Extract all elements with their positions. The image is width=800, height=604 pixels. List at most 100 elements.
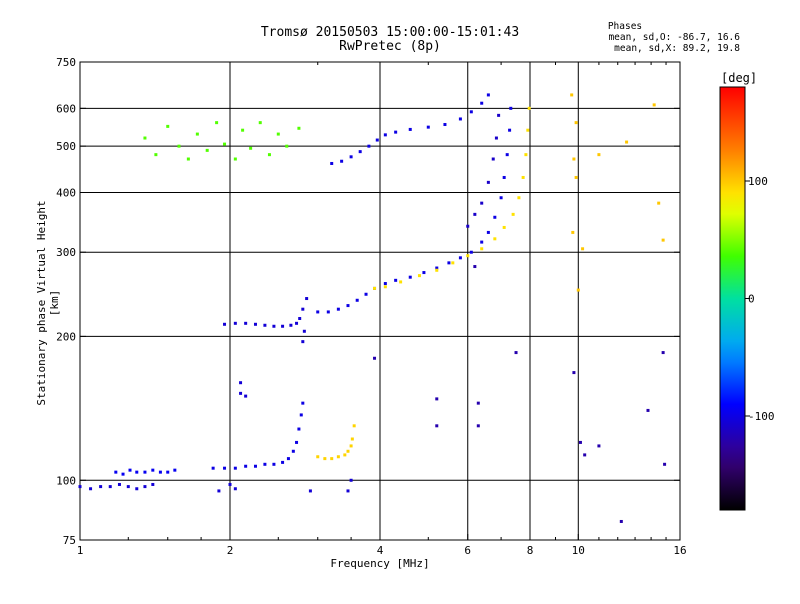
data-point <box>394 130 398 134</box>
data-point <box>526 128 530 132</box>
data-point <box>476 424 480 428</box>
data-point <box>578 440 582 444</box>
data-point <box>480 240 484 244</box>
data-point <box>281 324 285 328</box>
data-point <box>340 159 344 163</box>
data-point <box>486 93 490 97</box>
chart-title: Tromsø 20150503 15:00:00-15:01:43 <box>260 25 520 40</box>
data-point <box>258 121 262 125</box>
data-point <box>597 153 601 157</box>
data-point <box>527 106 531 110</box>
y-tick-label: 300 <box>56 246 76 259</box>
data-point <box>447 261 451 265</box>
data-point <box>435 268 439 272</box>
data-point <box>408 275 412 279</box>
data-point <box>151 468 155 472</box>
data-point <box>128 468 132 472</box>
data-point <box>511 212 515 216</box>
data-point <box>233 321 237 325</box>
data-point <box>514 351 518 355</box>
data-point <box>572 157 576 161</box>
data-point <box>574 121 578 125</box>
data-point <box>143 136 147 140</box>
data-point <box>480 247 484 251</box>
data-point <box>524 153 528 157</box>
x-tick-label: 4 <box>377 544 384 557</box>
data-point <box>291 449 295 453</box>
data-point <box>298 316 302 320</box>
data-point <box>574 175 578 179</box>
data-point <box>276 132 280 136</box>
data-point <box>297 126 301 130</box>
data-point <box>297 427 301 431</box>
data-point <box>158 470 162 474</box>
data-point <box>177 144 181 148</box>
data-point <box>661 238 665 242</box>
data-point <box>350 437 354 441</box>
data-point <box>466 224 470 228</box>
colorbar-tick-label: 0 <box>748 293 755 306</box>
data-point <box>286 457 290 461</box>
phases-o-stats: mean, sd,O: -86.7, 16.6 <box>608 32 740 43</box>
data-point <box>289 323 293 327</box>
data-point <box>143 470 147 474</box>
data-point <box>571 230 575 234</box>
data-point <box>480 201 484 205</box>
data-point <box>223 322 227 326</box>
colorbar-tick-label: 100 <box>748 175 768 188</box>
chart-subtitle: RwPretec (8p) <box>339 39 441 54</box>
data-point <box>233 157 237 161</box>
data-point <box>228 482 232 486</box>
y-tick-label: 100 <box>56 474 76 487</box>
data-point <box>126 485 130 489</box>
phases-x-stats: mean, sd,X: 89.2, 19.8 <box>614 43 740 54</box>
data-point <box>517 196 521 200</box>
data-point <box>652 103 656 107</box>
data-point <box>244 394 248 398</box>
data-point <box>143 485 147 489</box>
data-point <box>114 470 118 474</box>
data-point <box>451 261 455 265</box>
data-point <box>493 237 497 241</box>
data-point <box>349 478 353 482</box>
data-point <box>285 144 289 148</box>
data-point <box>330 457 334 461</box>
data-point <box>166 470 170 474</box>
data-point <box>267 153 271 157</box>
colorbar-tick-label: -100 <box>748 410 775 423</box>
data-point <box>135 470 139 474</box>
data-point <box>263 323 267 327</box>
y-tick-label: 75 <box>63 534 76 547</box>
data-point <box>154 153 158 157</box>
data-point <box>316 455 320 459</box>
data-point <box>253 464 257 468</box>
x-tick-label: 10 <box>572 544 585 557</box>
data-point <box>583 453 587 457</box>
data-point <box>480 101 484 105</box>
data-point <box>249 146 253 150</box>
data-point <box>417 274 421 278</box>
x-tick-label: 2 <box>227 544 234 557</box>
data-point <box>486 180 490 184</box>
data-point <box>151 482 155 486</box>
data-point <box>502 175 506 179</box>
data-point <box>166 124 170 128</box>
data-point <box>326 310 330 314</box>
x-tick-label: 6 <box>464 544 471 557</box>
data-point <box>295 321 299 325</box>
data-point <box>217 489 221 493</box>
data-point <box>497 113 501 117</box>
data-point <box>215 121 219 125</box>
data-point <box>494 136 498 140</box>
data-point <box>373 286 377 290</box>
data-point <box>576 288 580 292</box>
data-point <box>625 140 629 144</box>
data-point <box>383 133 387 137</box>
data-point <box>469 110 473 114</box>
data-point <box>244 321 248 325</box>
data-point <box>305 297 309 301</box>
data-point <box>355 298 359 302</box>
data-point <box>443 123 447 127</box>
data-point <box>435 424 439 428</box>
